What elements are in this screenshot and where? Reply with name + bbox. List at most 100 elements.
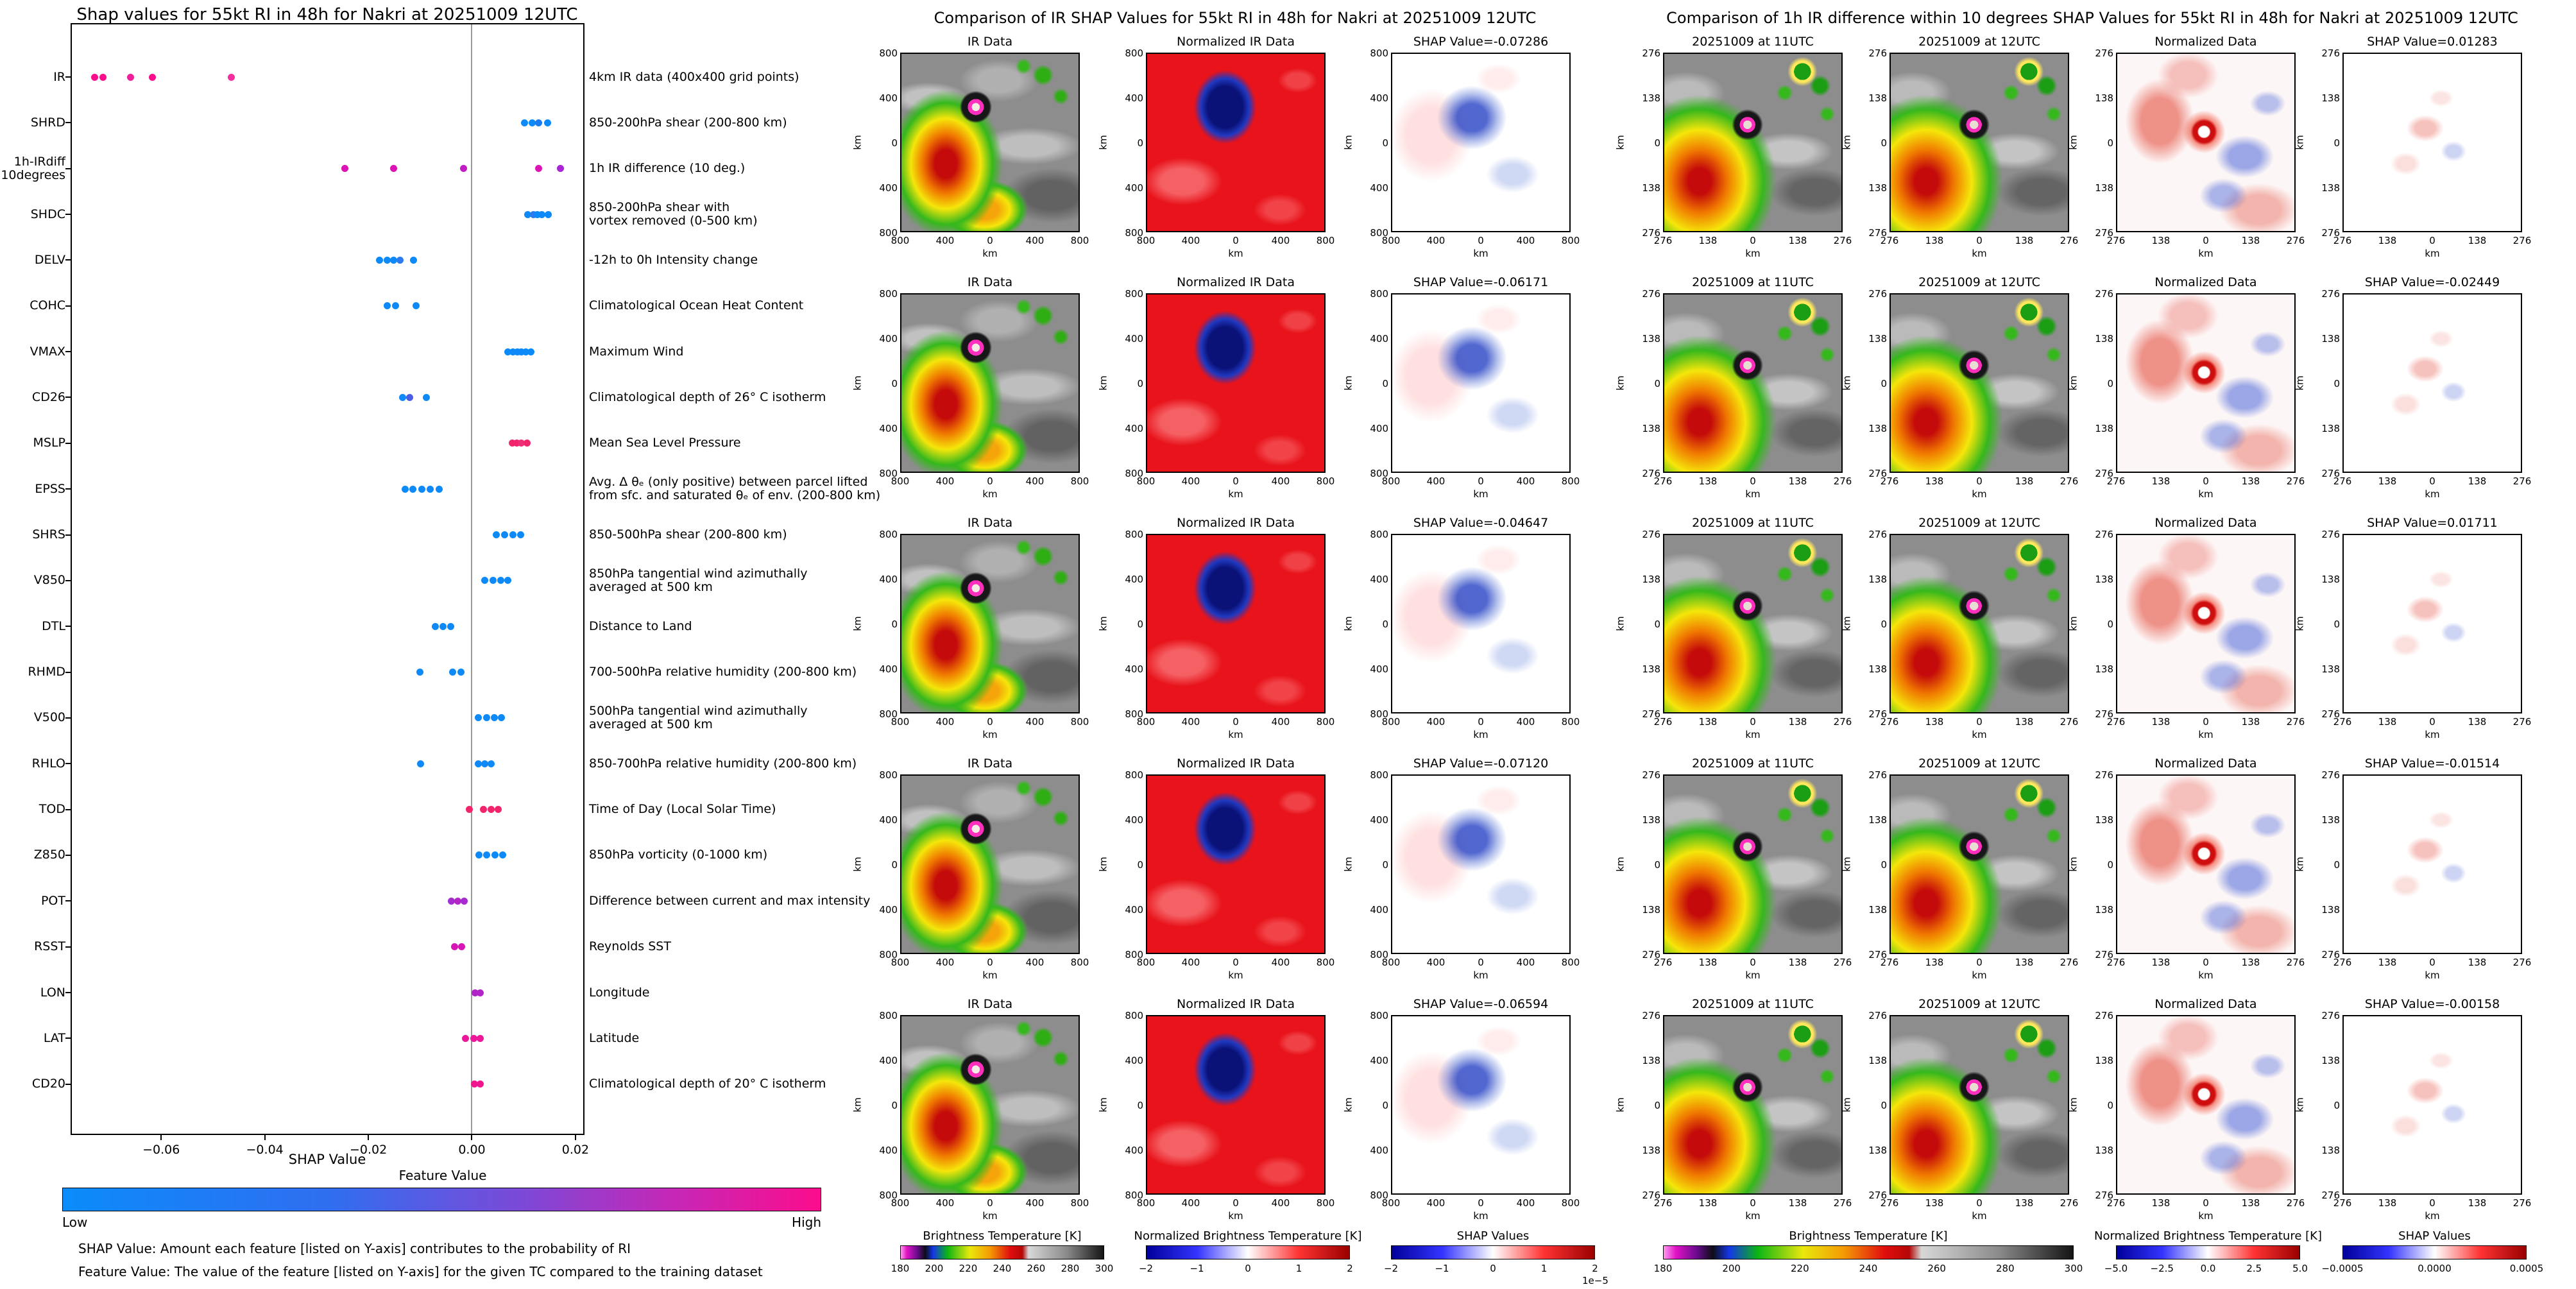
y-tick-label: 400: [1125, 904, 1143, 916]
x-tick-label: 800: [1316, 957, 1335, 968]
y-tick-label: 138: [1868, 423, 1887, 434]
y-tick-label: 800: [1370, 468, 1388, 479]
shap-dot: [543, 119, 551, 126]
feature-description: Mean Sea Level Pressure: [589, 436, 741, 450]
normalized-ir-map: [1146, 534, 1326, 713]
shap-dot: [341, 165, 349, 173]
ir-12utc-map: [1889, 1015, 2069, 1195]
x-tick-label: 800: [1316, 716, 1335, 728]
feature-description: -12h to 0h Intensity change: [589, 252, 758, 267]
x-tick-label: 400: [1426, 957, 1446, 968]
x-tick-label: 276: [2286, 475, 2305, 487]
y-tick-label: 138: [2321, 814, 2340, 826]
y-tick-label: 800: [879, 708, 898, 720]
x-tick-label: 138: [1788, 235, 1807, 246]
shap-dot: [471, 1080, 478, 1088]
right-subplot-title: 20251009 at 12UTC: [1918, 275, 2040, 289]
x-axis-label: km: [1473, 248, 1488, 259]
y-tick-label: 276: [2095, 288, 2113, 300]
y-tick-label: 800: [1370, 1010, 1388, 1021]
shap-dot: [384, 302, 391, 310]
y-axis-label: km: [1614, 616, 1626, 631]
x-tick-label: 138: [2468, 957, 2487, 968]
x-tick-label: 138: [2468, 235, 2487, 246]
y-axis-label: km: [851, 375, 864, 391]
y-tick-label: 276: [1868, 288, 1887, 300]
x-tick-mark: [574, 1135, 576, 1140]
feature-description: Time of Day (Local Solar Time): [589, 802, 776, 817]
feature-description: 1h IR difference (10 deg.): [589, 161, 746, 176]
right-subplot-title: 20251009 at 11UTC: [1692, 756, 1814, 771]
x-tick-label: 276: [2333, 475, 2352, 487]
y-tick-label: 400: [879, 1145, 898, 1156]
y-tick-mark: [65, 763, 71, 765]
colorbar-tick-label: 0.0: [2200, 1263, 2216, 1274]
feature-description: 850-500hPa shear (200-800 km): [589, 527, 787, 542]
shap-value-map: [1391, 53, 1571, 232]
x-tick-label: 276: [2333, 716, 2352, 728]
y-tick-label: 138: [1868, 1055, 1887, 1066]
x-tick-label: 0: [1750, 235, 1756, 246]
y-tick-label: 800: [1370, 949, 1388, 960]
shap-dot: [416, 669, 424, 676]
x-tick-label: −0.04: [246, 1143, 284, 1157]
ir-data-map: [900, 53, 1080, 232]
colorbar-tick-label: 1: [1295, 1263, 1302, 1274]
y-tick-label: 800: [1125, 47, 1143, 59]
x-tick-label: 138: [1925, 957, 1944, 968]
x-tick-label: 138: [2468, 1197, 2487, 1209]
x-tick-label: 0: [1478, 716, 1484, 728]
shap-dot: [497, 577, 505, 585]
x-tick-label: 276: [2106, 475, 2126, 487]
y-tick-label: 400: [1125, 423, 1143, 434]
x-tick-label: 138: [2378, 235, 2397, 246]
colorbar-high-label: High: [792, 1215, 821, 1230]
x-tick-label: 400: [1181, 1197, 1200, 1209]
y-tick-label: 400: [1370, 92, 1388, 104]
x-tick-label: 0: [2429, 716, 2435, 728]
x-tick-label: 138: [2241, 1197, 2260, 1209]
y-tick-mark: [65, 442, 71, 444]
y-tick-label: 400: [1125, 92, 1143, 104]
y-tick-label: 400: [1370, 423, 1388, 434]
y-tick-label: 400: [879, 814, 898, 826]
y-tick-mark: [65, 122, 71, 124]
shap-dot: [447, 897, 455, 905]
y-tick-label: 276: [1868, 468, 1887, 479]
feature-description: Climatological Ocean Heat Content: [589, 298, 804, 313]
shap-dot: [90, 73, 98, 81]
shap-dot: [504, 577, 512, 585]
y-tick-label: 800: [1125, 468, 1143, 479]
shap-dot: [462, 1034, 470, 1042]
x-axis-label: km: [1745, 248, 1761, 259]
feature-label: SHRD: [30, 115, 65, 130]
y-tick-label: 400: [1370, 574, 1388, 585]
colorbar-tick-label: 220: [1791, 1263, 1809, 1274]
shap-dot: [471, 989, 479, 996]
y-tick-label: 138: [1642, 574, 1660, 585]
shap-dot: [522, 348, 529, 355]
middle-panel-title: Comparison of IR SHAP Values for 55kt RI…: [934, 9, 1537, 27]
shap-dot: [454, 897, 462, 905]
y-tick-label: 0: [891, 378, 898, 389]
x-tick-label: 0: [1233, 235, 1239, 246]
normalized-diff-map: [2116, 293, 2296, 473]
feature-label: 1h-IRdiff 10degrees: [1, 154, 65, 182]
x-tick-label: 138: [2468, 716, 2487, 728]
y-tick-label: 400: [1370, 904, 1388, 916]
x-tick-label: 0: [1976, 1197, 1983, 1209]
right-colorbar-normalized-title: Normalized Brightness Temperature [K]: [2094, 1229, 2322, 1243]
y-tick-label: 800: [1370, 1190, 1388, 1201]
y-tick-label: 800: [879, 468, 898, 479]
x-tick-label: 138: [2151, 1197, 2171, 1209]
shap-dot: [487, 806, 495, 814]
x-tick-label: 400: [1271, 475, 1290, 487]
right-subplot-title: Normalized Data: [2154, 756, 2257, 771]
x-tick-label: 0: [2429, 957, 2435, 968]
y-axis-label: km: [1841, 135, 1853, 150]
shap-dot: [449, 669, 457, 676]
y-axis-label: km: [1097, 375, 1109, 391]
y-axis-label: km: [2067, 857, 2079, 872]
x-tick-label: 0: [1233, 716, 1239, 728]
